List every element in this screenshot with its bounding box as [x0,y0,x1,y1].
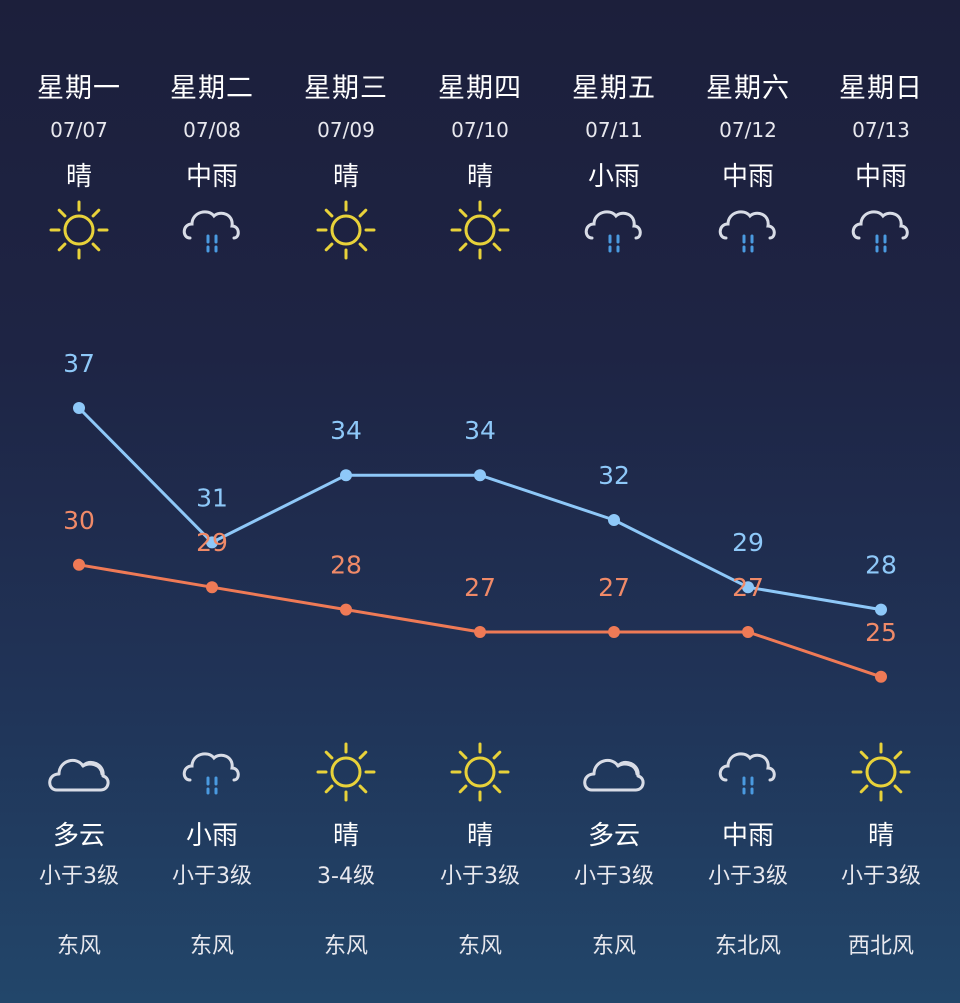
wind-level: 3-4级 [317,864,375,889]
wind-level: 小于3级 [708,864,788,889]
cloud-icon [47,740,111,804]
weekday-label: 星期二 [170,73,254,104]
day-condition: 晴 [65,162,93,192]
day-condition: 晴 [466,162,494,192]
wind-direction: 东北风 [714,934,782,959]
sun-icon [314,198,378,262]
day-column[interactable]: 星期四 07/10 晴 晴 小于3级 东风 [412,0,549,1003]
day-column[interactable]: 星期日 07/13 中雨 晴 小于3级 西北风 [813,0,950,1003]
rain-icon [582,198,646,262]
date-label: 07/11 [585,118,643,142]
weekday-label: 星期六 [706,73,790,104]
sun-icon [448,740,512,804]
rain-icon [180,198,244,262]
wind-direction: 东风 [591,934,637,959]
date-label: 07/08 [183,118,241,142]
day-column[interactable]: 星期二 07/08 中雨 小雨 小于3级 东风 [144,0,281,1003]
sun-icon [47,198,111,262]
weekday-label: 星期五 [572,73,656,104]
day-condition: 中雨 [185,162,239,192]
day-column[interactable]: 星期三 07/09 晴 晴 3-4级 东风 [278,0,415,1003]
wind-level: 小于3级 [172,864,252,889]
night-condition: 晴 [332,821,360,851]
wind-level: 小于3级 [440,864,520,889]
date-label: 07/12 [719,118,777,142]
cloud-icon [582,740,646,804]
rain-icon [716,740,780,804]
day-condition: 晴 [332,162,360,192]
wind-direction: 东风 [457,934,503,959]
wind-level: 小于3级 [39,864,119,889]
sun-icon [314,740,378,804]
wind-direction: 西北风 [847,934,915,959]
wind-direction: 东风 [189,934,235,959]
weekday-label: 星期三 [304,73,388,104]
night-condition: 晴 [867,821,895,851]
day-column[interactable]: 星期六 07/12 中雨 中雨 小于3级 东北风 [680,0,817,1003]
wind-level: 小于3级 [574,864,654,889]
weekday-label: 星期四 [438,73,522,104]
day-condition: 小雨 [587,162,641,192]
weekday-label: 星期一 [37,73,121,104]
weekday-label: 星期日 [839,73,923,104]
rain-icon [180,740,244,804]
rain-icon [849,198,913,262]
day-condition: 中雨 [854,162,908,192]
date-label: 07/09 [317,118,375,142]
night-condition: 小雨 [185,821,239,851]
wind-level: 小于3级 [841,864,921,889]
night-condition: 中雨 [721,821,775,851]
night-condition: 多云 [52,821,106,851]
night-condition: 晴 [466,821,494,851]
night-condition: 多云 [587,821,641,851]
day-column[interactable]: 星期五 07/11 小雨 多云 小于3级 东风 [546,0,683,1003]
wind-direction: 东风 [56,934,102,959]
date-label: 07/10 [451,118,509,142]
day-condition: 中雨 [721,162,775,192]
wind-direction: 东风 [323,934,369,959]
date-label: 07/13 [852,118,910,142]
rain-icon [716,198,780,262]
sun-icon [448,198,512,262]
sun-icon [849,740,913,804]
date-label: 07/07 [50,118,108,142]
day-column[interactable]: 星期一 07/07 晴 多云 小于3级 东风 [11,0,148,1003]
